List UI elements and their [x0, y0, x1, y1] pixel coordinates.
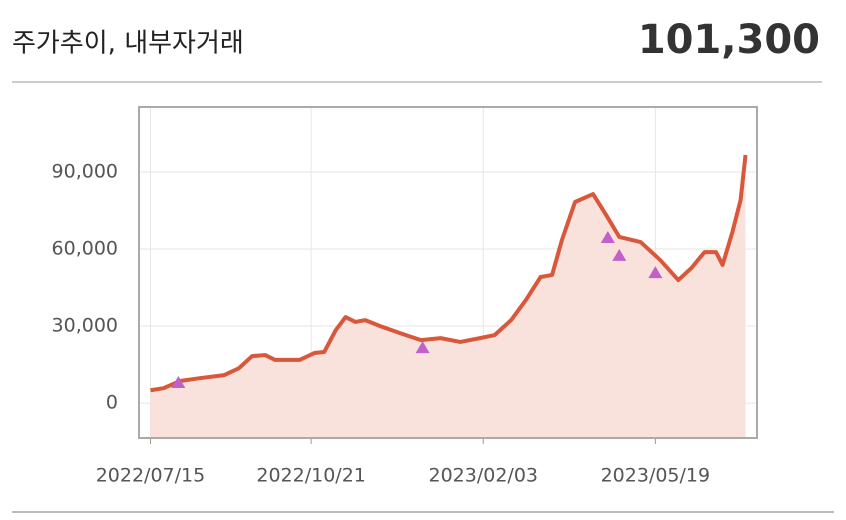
x-tick-label: 2023/02/03	[428, 465, 538, 487]
insider-trade-marker	[415, 341, 430, 354]
y-tick-label: 30,000	[52, 315, 118, 337]
area	[150, 155, 746, 438]
widget-title: 주가추이, 내부자거래	[12, 29, 244, 59]
insider-trade-marker	[600, 230, 615, 243]
y-tick-label: 60,000	[52, 238, 118, 260]
x-tick-label: 2022/07/15	[96, 465, 206, 487]
x-tick-label: 2023/05/19	[601, 465, 711, 487]
y-tick-label: 0	[106, 392, 118, 414]
insider-trade-marker	[612, 248, 627, 261]
plot-border	[138, 106, 758, 439]
insider-trade-marker	[648, 266, 663, 279]
current-price: 101,300	[638, 17, 820, 63]
insider-trade-marker	[171, 376, 186, 389]
y-tick-label: 90,000	[52, 160, 118, 182]
x-tick-label: 2022/10/21	[256, 465, 366, 487]
price-line	[150, 154, 748, 393]
plot: 0 30,000 60,000 90,000 2022/07/15 2022/10/21 2…	[52, 106, 758, 487]
